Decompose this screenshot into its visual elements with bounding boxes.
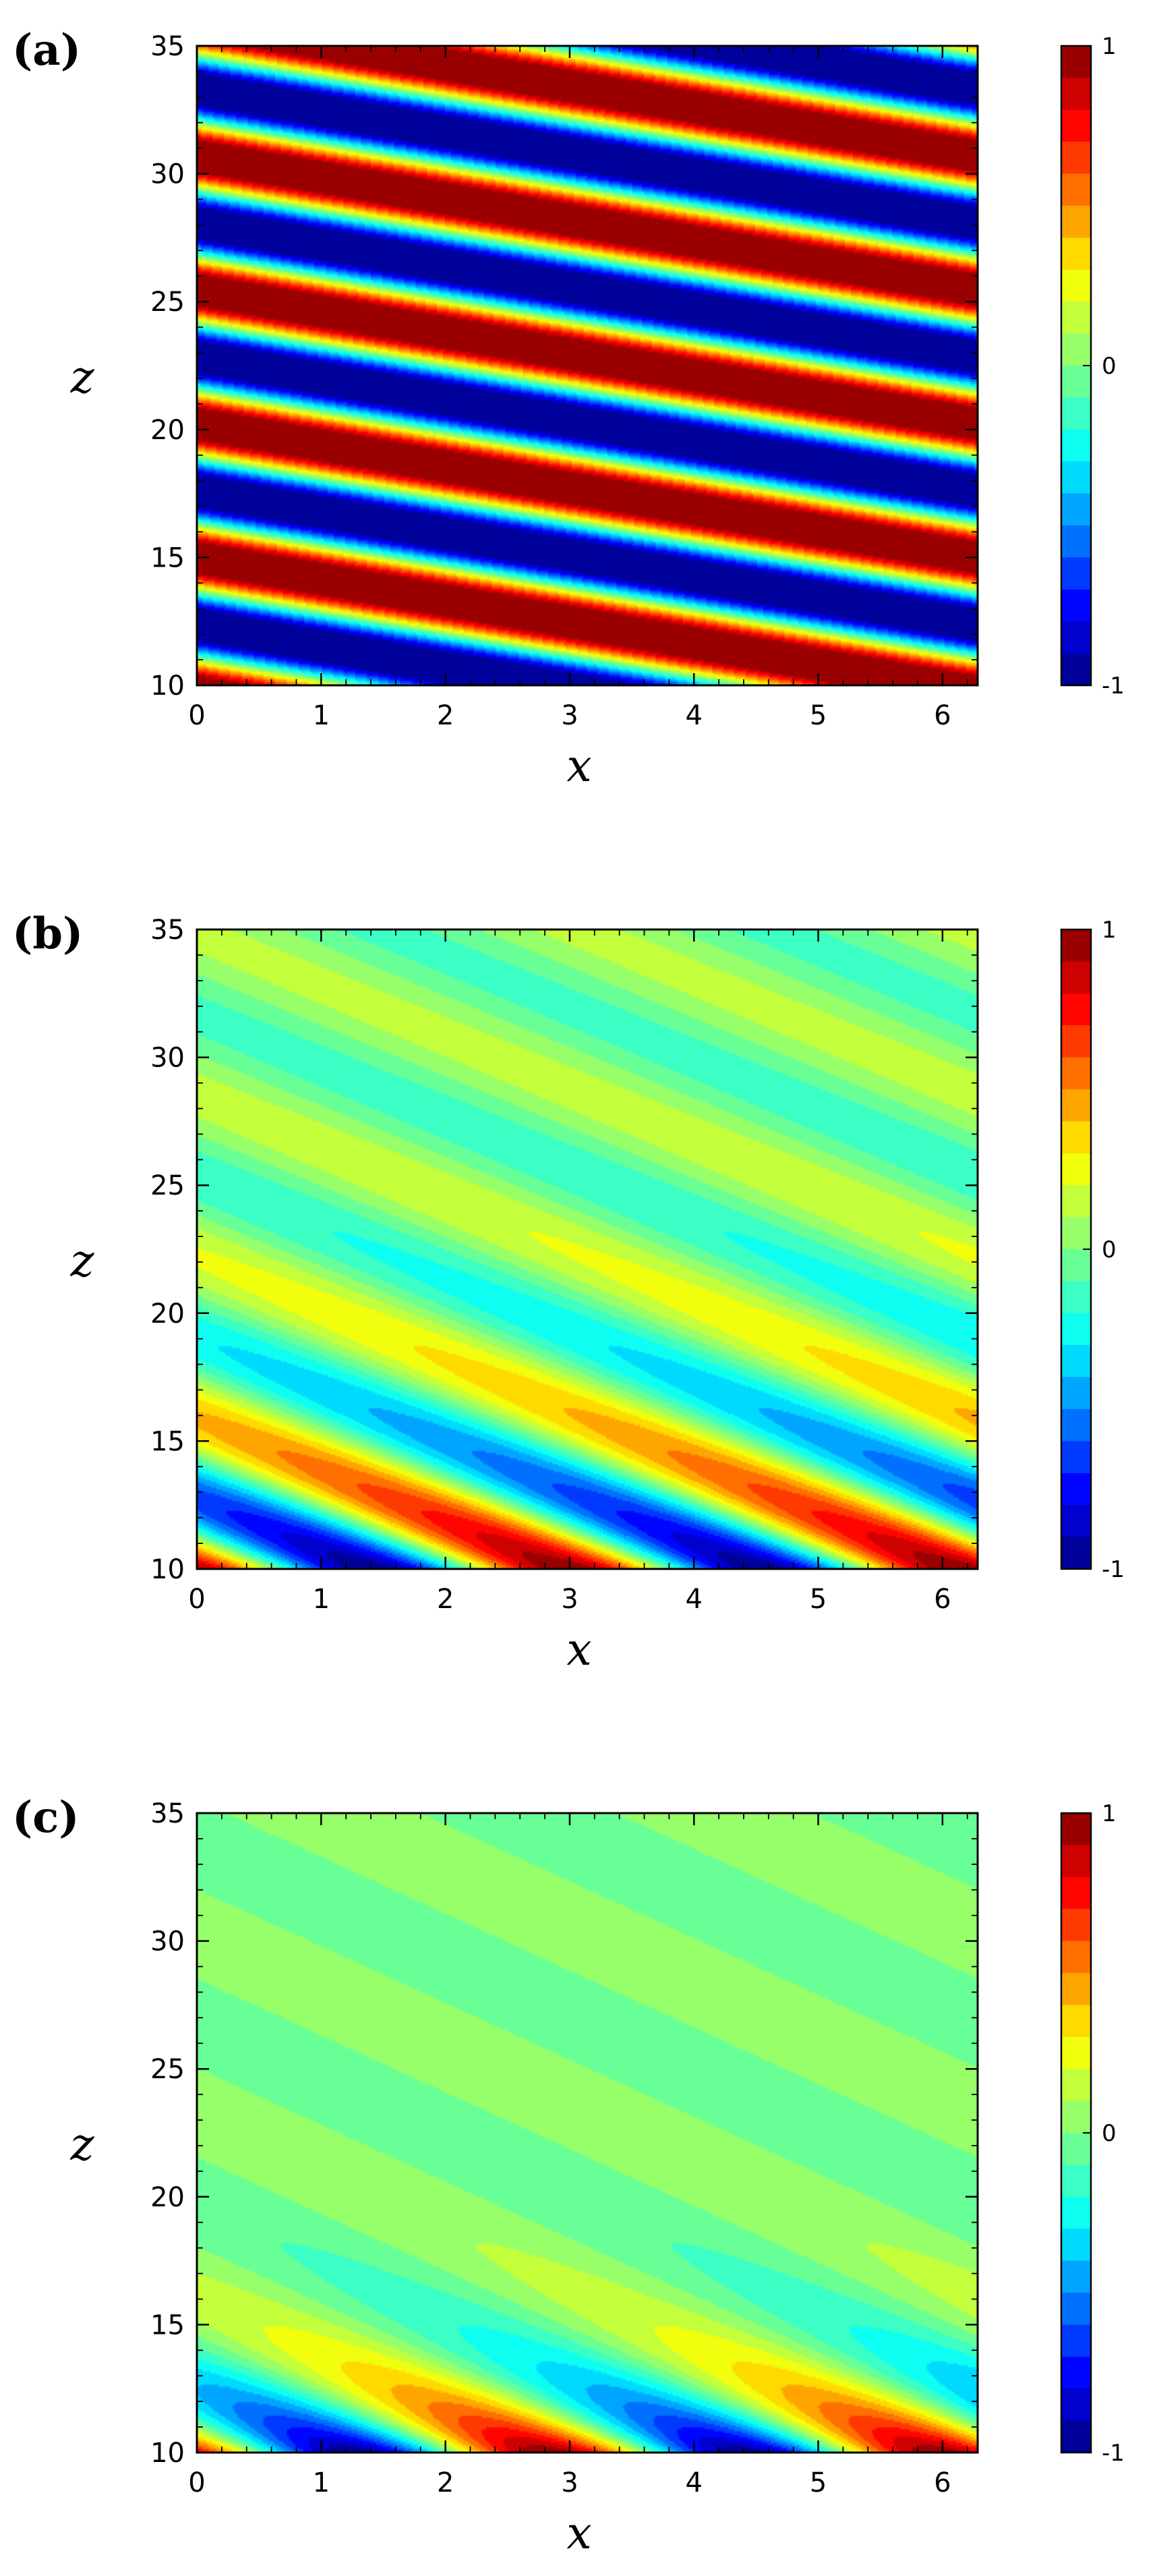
panel-a: 0 1 2 3 4 5 6 10 15 20 25 30 35 x z (a) -1 0 1 <box>12 25 1125 792</box>
colorbar-tick-label: 0 <box>1102 353 1117 380</box>
colorbar-tick-label: 1 <box>1102 33 1117 60</box>
panel-label: (a) <box>12 25 81 76</box>
x-tick-label: 0 <box>188 2467 205 2498</box>
panel-label: (b) <box>12 909 83 959</box>
plot-frame <box>196 928 979 1570</box>
plot-frame <box>196 45 979 687</box>
y-tick-label: 15 <box>150 1426 185 1457</box>
x-axis-label: x <box>566 740 591 792</box>
y-axis-label: z <box>70 2119 95 2171</box>
panel-label: (c) <box>12 1792 80 1843</box>
x-tick-label: 2 <box>437 700 454 731</box>
y-tick-label: 30 <box>150 159 185 190</box>
colorbar-tick-label: 1 <box>1102 1800 1117 1827</box>
x-tick-label: 0 <box>188 700 205 731</box>
x-tick-label: 6 <box>934 2467 951 2498</box>
y-tick-label: 20 <box>150 415 185 446</box>
plot-frame <box>196 1812 979 2454</box>
y-tick-label: 35 <box>150 915 185 946</box>
x-axis-label: x <box>566 1624 591 1676</box>
x-tick-label: 1 <box>313 1584 330 1615</box>
x-tick-label: 1 <box>313 700 330 731</box>
y-tick-label: 30 <box>150 1043 185 1074</box>
y-axis-label: z <box>70 351 95 403</box>
y-tick-label: 10 <box>150 1554 185 1585</box>
colorbar-tick-label: 0 <box>1102 1236 1117 1263</box>
x-tick-label: 3 <box>561 2467 578 2498</box>
heatmap-image <box>197 46 978 685</box>
colorbar-tick-label: 1 <box>1102 917 1117 944</box>
x-tick-label: 3 <box>561 700 578 731</box>
x-axis-label: x <box>566 2507 591 2559</box>
x-tick-label: 5 <box>810 2467 827 2498</box>
x-tick-label: 5 <box>810 700 827 731</box>
y-tick-label: 30 <box>150 1926 185 1957</box>
panel-b: 0 1 2 3 4 5 6 10 15 20 25 30 35 x z (b) -1 0 1 <box>12 909 1125 1676</box>
heatmap-image <box>197 929 978 1569</box>
y-axis-label: z <box>70 1235 95 1287</box>
y-tick-label: 15 <box>150 542 185 573</box>
x-tick-label: 4 <box>686 1584 703 1615</box>
heatmap-image <box>197 1813 978 2453</box>
x-tick-label: 5 <box>810 1584 827 1615</box>
y-tick-label: 15 <box>150 2310 185 2341</box>
x-tick-label: 2 <box>437 1584 454 1615</box>
y-tick-label: 25 <box>150 1170 185 1201</box>
x-tick-label: 4 <box>686 2467 703 2498</box>
y-tick-label: 10 <box>150 2438 185 2469</box>
y-tick-label: 35 <box>150 1798 185 1829</box>
panel-c: 0 1 2 3 4 5 6 10 15 20 25 30 35 x z (c) -1 0 1 <box>12 1792 1125 2559</box>
x-tick-label: 2 <box>437 2467 454 2498</box>
y-tick-label: 25 <box>150 2054 185 2085</box>
colorbar-tick-label: -1 <box>1102 2440 1125 2467</box>
colorbar-tick-label: -1 <box>1102 1556 1125 1583</box>
x-tick-label: 6 <box>934 700 951 731</box>
x-tick-label: 3 <box>561 1584 578 1615</box>
x-tick-label: 4 <box>686 700 703 731</box>
x-tick-label: 0 <box>188 1584 205 1615</box>
y-tick-label: 10 <box>150 670 185 702</box>
x-tick-label: 1 <box>313 2467 330 2498</box>
y-tick-label: 25 <box>150 287 185 318</box>
x-tick-label: 6 <box>934 1584 951 1615</box>
colorbar-tick-label: -1 <box>1102 672 1125 699</box>
y-tick-label: 20 <box>150 1298 185 1329</box>
colorbar-tick-label: 0 <box>1102 2120 1117 2147</box>
y-tick-label: 35 <box>150 31 185 62</box>
y-tick-label: 20 <box>150 2182 185 2213</box>
